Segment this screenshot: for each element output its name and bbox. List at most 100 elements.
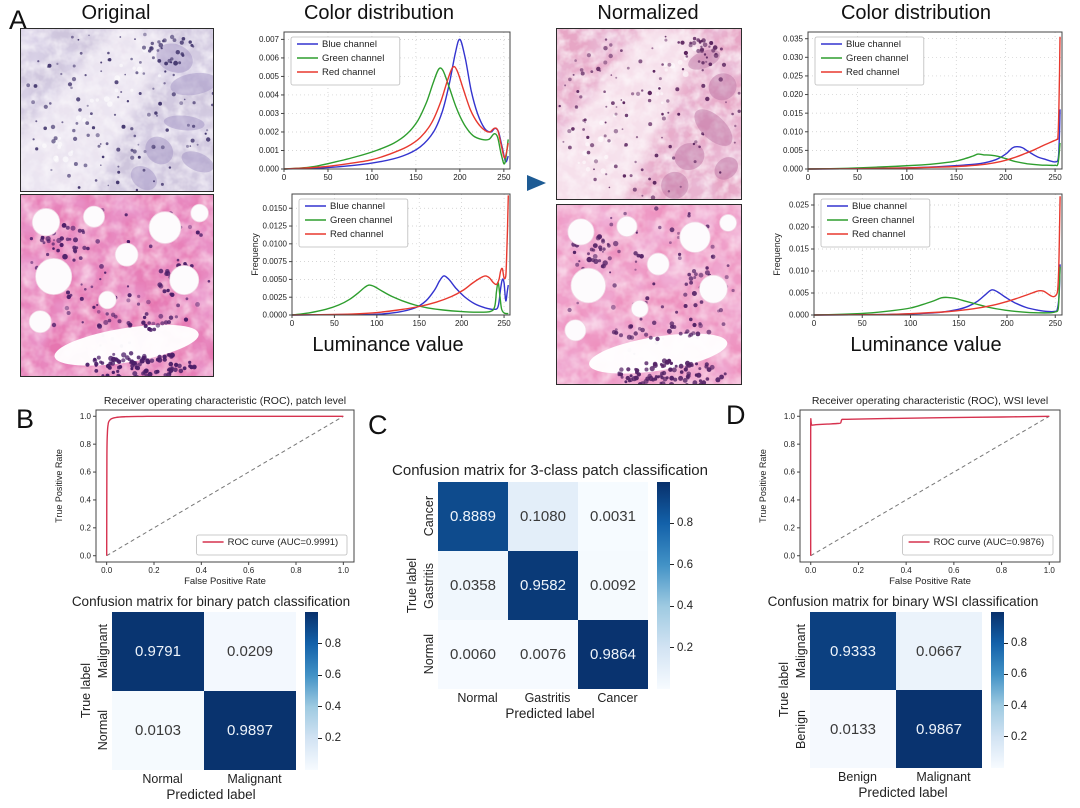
color-distribution-chart-original-top: 0 50 100 150 200 250 0.000 0.001 0.002 0.003 0.004… — [259, 31, 511, 182]
svg-text:Red channel: Red channel — [322, 67, 375, 78]
row-label: Malignant — [96, 624, 110, 679]
svg-text:False Positive Rate: False Positive Rate — [889, 576, 971, 587]
colorbar-tick: 0.6 — [325, 669, 341, 682]
svg-text:150: 150 — [952, 319, 966, 328]
matrix-cell: 0.9867 — [896, 690, 982, 768]
svg-text:0.4: 0.4 — [80, 496, 92, 505]
svg-text:250: 250 — [497, 173, 511, 182]
svg-text:0.4: 0.4 — [784, 496, 796, 505]
svg-text:0.000: 0.000 — [789, 311, 810, 320]
true-label-axis: True label — [776, 662, 791, 718]
svg-text:0.0125: 0.0125 — [263, 222, 288, 231]
matrix-grid: 0.9333 0.0667 0.0133 0.9867 — [810, 612, 982, 768]
colorbar-tick: 0.2 — [1011, 730, 1027, 743]
svg-text:Receiver operating characteris: Receiver operating characteristic (ROC),… — [812, 395, 1048, 407]
svg-text:0.0150: 0.0150 — [263, 204, 288, 213]
svg-text:0.005: 0.005 — [789, 289, 810, 298]
matrix-title: Confusion matrix for binary WSI classifi… — [767, 594, 1039, 609]
svg-text:0.015: 0.015 — [783, 109, 804, 118]
svg-text:0.020: 0.020 — [789, 223, 810, 232]
predicted-label-axis: Predicted label — [166, 787, 256, 802]
svg-text:0.005: 0.005 — [259, 72, 280, 81]
svg-text:Green channel: Green channel — [330, 215, 392, 226]
row-label: Benign — [794, 709, 808, 749]
svg-text:50: 50 — [858, 319, 867, 328]
color-distribution-chart-normalized-top: 0 50 100 150 200 250 0.000 0.005 0.010 0.015 0.020… — [783, 31, 1063, 182]
luminance-axis-title-right: Luminance value — [850, 334, 1002, 356]
legend-box — [820, 198, 931, 248]
col-label: Benign — [838, 770, 877, 784]
row-label: Normal — [422, 634, 436, 675]
svg-text:0.8: 0.8 — [784, 440, 796, 449]
svg-text:1.0: 1.0 — [784, 412, 796, 421]
matrix-cell: 0.9897 — [204, 691, 296, 770]
svg-text:0.0: 0.0 — [101, 566, 113, 575]
svg-text:Blue channel: Blue channel — [322, 39, 377, 50]
svg-text:0.0100: 0.0100 — [263, 239, 288, 248]
svg-text:0.035: 0.035 — [783, 34, 804, 43]
matrix-cell: 0.0031 — [578, 482, 648, 551]
svg-text:0.4: 0.4 — [196, 566, 208, 575]
row-label: Gastritis — [422, 562, 436, 609]
series-line — [106, 415, 344, 556]
svg-text:0.005: 0.005 — [783, 146, 804, 155]
svg-text:0.030: 0.030 — [783, 53, 804, 62]
svg-text:Red channel: Red channel — [846, 67, 899, 78]
col-label: Cancer — [597, 691, 638, 705]
col-label: Normal — [142, 772, 183, 786]
svg-text:0.002: 0.002 — [259, 128, 280, 137]
predicted-label-axis: Predicted label — [858, 785, 948, 800]
series-line — [813, 266, 1061, 316]
svg-text:200: 200 — [1000, 319, 1014, 328]
svg-text:0.0: 0.0 — [784, 551, 796, 560]
svg-text:Blue channel: Blue channel — [852, 201, 907, 212]
svg-text:Receiver operating characteris: Receiver operating characteristic (ROC),… — [104, 395, 346, 407]
svg-text:50: 50 — [853, 173, 862, 182]
series-line — [809, 415, 1050, 556]
svg-text:0.0000: 0.0000 — [263, 311, 288, 320]
histology-image-normalized-top — [556, 28, 742, 200]
colorbar-tick: 0.6 — [1011, 668, 1027, 681]
matrix-cell: 0.0076 — [508, 620, 578, 689]
svg-text:1.0: 1.0 — [1044, 566, 1056, 575]
panel-label-a: A — [9, 5, 28, 35]
svg-text:Frequency: Frequency — [772, 233, 782, 276]
roc-curve-patch-level: 0.0 0.2 0.4 0.6 0.8 1.0 0.0 0.2 0.4 0.6 0.8 1.0 True… — [54, 395, 355, 587]
svg-text:0.6: 0.6 — [80, 468, 92, 477]
svg-text:Red channel: Red channel — [330, 229, 383, 240]
colorbar: 0.8 0.6 0.4 0.2 — [991, 612, 1031, 768]
svg-text:0.8: 0.8 — [290, 566, 302, 575]
col-label: Malignant — [916, 770, 971, 784]
svg-text:100: 100 — [370, 319, 384, 328]
colorbar: 0.8 0.6 0.4 0.2 — [305, 612, 345, 770]
panel-label-b: B — [16, 404, 35, 434]
histology-image-original-bottom — [20, 194, 214, 377]
svg-text:Blue channel: Blue channel — [330, 201, 385, 212]
matrix-cell: 0.9582 — [508, 551, 578, 620]
svg-text:0.025: 0.025 — [783, 72, 804, 81]
row-label: Cancer — [422, 496, 436, 537]
svg-text:Green channel: Green channel — [852, 215, 914, 226]
svg-text:0.2: 0.2 — [853, 566, 865, 575]
colorbar-tick: 0.4 — [1011, 699, 1027, 712]
svg-text:0: 0 — [290, 319, 295, 328]
svg-text:0.8: 0.8 — [996, 566, 1008, 575]
svg-text:True Positive Rate: True Positive Rate — [54, 449, 64, 523]
true-label-axis: True label — [78, 663, 93, 719]
series-line — [291, 195, 509, 316]
svg-text:200: 200 — [999, 173, 1013, 182]
histology-image-normalized-bottom — [556, 204, 742, 385]
colorbar-tick: 0.8 — [677, 517, 693, 530]
svg-text:0: 0 — [812, 319, 817, 328]
row-label: Malignant — [794, 623, 808, 679]
series-line — [807, 142, 1061, 170]
matrix-grid: 0.9791 0.0209 0.0103 0.9897 — [112, 612, 296, 770]
col-label: Normal — [457, 691, 498, 705]
colorbar-tick: 0.8 — [1011, 637, 1027, 650]
svg-text:0.2: 0.2 — [784, 523, 796, 532]
svg-text:50: 50 — [324, 173, 333, 182]
svg-text:0.000: 0.000 — [259, 165, 280, 174]
svg-text:ROC curve (AUC=0.9991): ROC curve (AUC=0.9991) — [228, 537, 339, 548]
matrix-cell: 0.0092 — [578, 551, 648, 620]
svg-text:0.0: 0.0 — [805, 566, 817, 575]
